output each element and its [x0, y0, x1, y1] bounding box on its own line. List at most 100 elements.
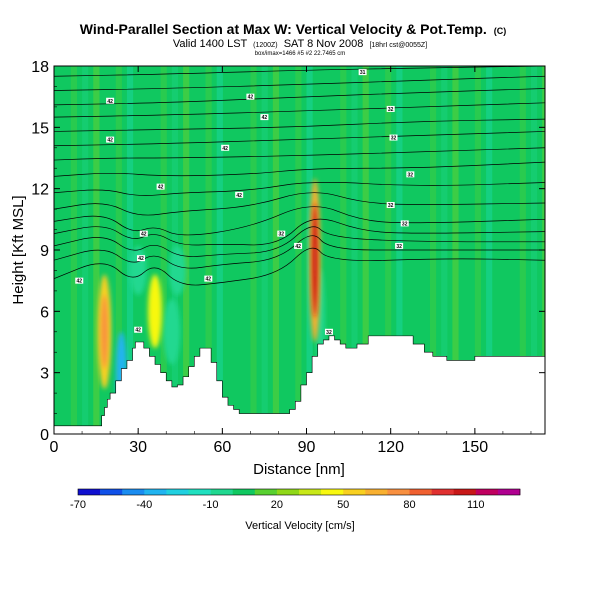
contour-label-text: 32 [388, 203, 394, 209]
subtitle-date: SAT 8 Nov 2008 [284, 38, 364, 50]
isentrope-line [54, 118, 545, 132]
contour-label-text: 32 [396, 244, 402, 250]
y-tick-label: 9 [40, 243, 49, 260]
updraft-cell [147, 274, 163, 349]
contour-label-box [221, 144, 230, 151]
colorbar-swatch [122, 489, 145, 495]
contour-label: 42 [156, 183, 165, 191]
velocity-streak [239, 66, 246, 434]
contour-label-box [277, 230, 286, 237]
velocity-streak [149, 66, 156, 434]
contour-label-text: 42 [236, 193, 242, 199]
contour-label: 32 [406, 171, 415, 178]
contour-label-box [386, 105, 395, 112]
contour-label-text: 42 [158, 185, 164, 191]
contour-label-box [389, 134, 398, 141]
y-tick-label: 6 [40, 304, 49, 321]
contour-label-text: 42 [206, 277, 212, 283]
x-axis: 0 30 60 90 120 150 [50, 66, 532, 456]
chart-subtitle-2: box/imax=1466 #5 #2 22.7465 cm [255, 51, 346, 57]
x-axis-label: Distance [nm] [253, 461, 345, 478]
contour-label: 32 [324, 328, 333, 336]
contour-labels: 31 42 42 32 42 42 42 32 42 32 42 32 42 32 32 42 42 32 42 42… [75, 69, 415, 336]
subtitle-time: (1200Z) [253, 42, 278, 49]
colorbar-swatch [365, 489, 388, 495]
colorbar-swatch [144, 489, 167, 495]
contour-label-text: 32 [408, 172, 414, 178]
isentrope-line [54, 102, 545, 118]
isentrope-line [54, 131, 545, 147]
downdraft-cell [163, 299, 181, 365]
contour-label-box [324, 328, 333, 335]
contour-label: 42 [246, 93, 255, 101]
contour-label-box [260, 114, 269, 121]
contour-label-box [395, 242, 404, 249]
contour-label-text: 42 [295, 244, 301, 250]
contour-label: 32 [386, 105, 395, 113]
contour-label-box [139, 230, 148, 237]
velocity-streak [183, 66, 190, 434]
colorbar-tick-label: 110 [467, 499, 485, 511]
chart-title-text: Wind-Parallel Section at Max W: Vertical… [80, 21, 487, 37]
contour-label-box [106, 136, 115, 143]
contour-label-text: 42 [135, 328, 141, 334]
velocity-streak [59, 66, 66, 434]
updraft-cell [101, 294, 108, 369]
contour-label: 32 [400, 220, 409, 227]
velocity-streak [82, 66, 89, 434]
velocity-streak [104, 66, 111, 434]
contour-label-text: 42 [262, 115, 268, 121]
y-axis: 0 3 6 9 12 15 18 [31, 59, 545, 444]
velocity-streak [284, 66, 291, 434]
potential-temperature-contours [54, 66, 545, 286]
colorbar-swatch [188, 489, 211, 495]
isentrope-line [54, 247, 545, 286]
y-tick-label: 18 [31, 59, 49, 76]
velocity-streak [205, 66, 212, 434]
contour-label-box [235, 191, 244, 198]
contour-label-box [204, 275, 213, 282]
downdraft-cell [129, 245, 147, 295]
contour-label-text: 42 [222, 146, 228, 152]
isentrope-line [54, 206, 545, 236]
x-tick-label: 60 [213, 439, 231, 456]
contour-label-text: 42 [248, 95, 254, 101]
velocity-streak [351, 66, 358, 434]
colorbar-tick-label: -10 [203, 499, 219, 511]
velocity-streak [70, 66, 78, 434]
colorbar-frame [77, 488, 521, 496]
contour-label: 42 [235, 191, 244, 199]
isentrope-line [54, 75, 545, 91]
contour-label: 32 [389, 134, 398, 142]
contour-label: 32 [386, 202, 395, 209]
colorbar-swatch [321, 489, 344, 495]
contour-label-text: 31 [360, 70, 366, 76]
colorbar-tick-label: -70 [70, 499, 86, 511]
chart-title-mark: (C) [494, 26, 507, 36]
subtitle-valid: Valid 1400 LST [173, 38, 248, 50]
velocity-streak [340, 66, 347, 434]
colorbar-swatch [409, 489, 432, 495]
x-tick-label: 0 [50, 439, 59, 456]
plot-area: 31 42 42 32 42 42 42 32 42 32 42 32 42 32 32 42 42 32 42 42… [54, 66, 545, 434]
velocity-streak [115, 66, 122, 434]
colorbar-swatch [254, 489, 278, 495]
colorbar-swatch [100, 489, 123, 495]
colorbar-swatch [276, 489, 300, 495]
contour-label-box [406, 171, 415, 178]
colorbar-tick-label: -40 [136, 499, 152, 511]
updraft-cell [312, 202, 318, 318]
y-tick-label: 15 [31, 120, 49, 137]
contour-label: 31 [358, 69, 367, 76]
contour-label: 42 [75, 277, 84, 285]
contour-label-text: 42 [107, 99, 113, 105]
title-block: Wind-Parallel Section at Max W: Vertical… [80, 21, 506, 57]
contour-label: 42 [134, 326, 143, 334]
contour-label-box [156, 183, 165, 190]
subtitle-run: [18hrI cst@0055Z] [369, 42, 427, 49]
colorbar-swatch [299, 489, 322, 495]
velocity-streak [317, 66, 324, 434]
colorbar-tick-label: 50 [337, 499, 349, 511]
contour-label: 42 [294, 242, 303, 250]
